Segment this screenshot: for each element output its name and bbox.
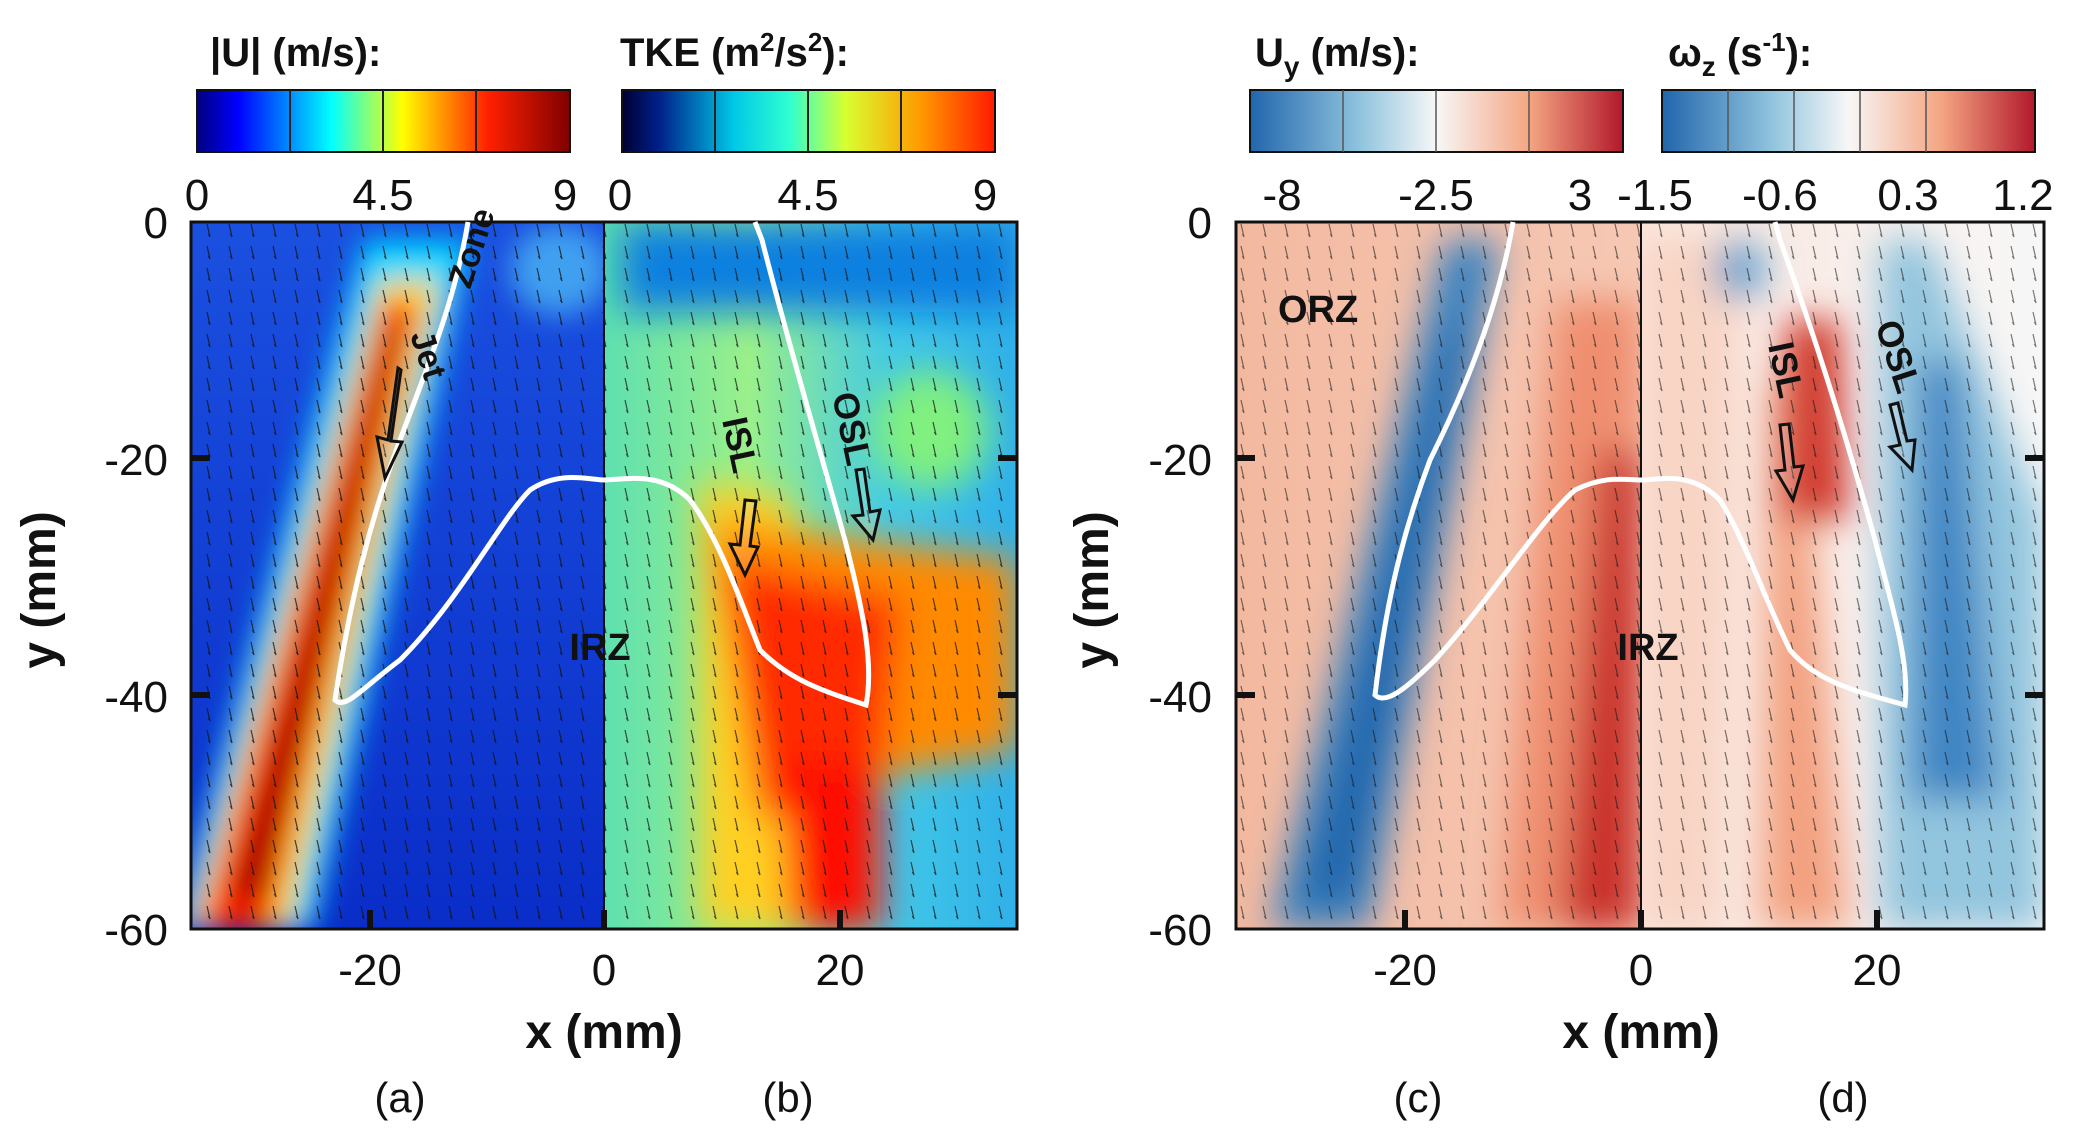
xtick-right-2: 20 — [1853, 946, 1902, 995]
jet-arrow-icon — [375, 365, 405, 483]
colorbar-tke — [621, 89, 996, 153]
colorbar-velocity — [196, 89, 571, 153]
ytick-left-1: -20 — [104, 436, 168, 485]
ytick-left-0: 0 — [144, 199, 168, 248]
colorbar-tke-title: TKE (m2/s2): — [620, 27, 849, 75]
ylabel-left: y (mm) — [13, 511, 66, 668]
label-irz-c: IRZ — [1617, 627, 1678, 669]
ticks-right — [1236, 455, 2044, 929]
panel-b-field — [604, 222, 1017, 929]
ylabel-right: y (mm) — [1066, 511, 1119, 668]
xtick-left-1: 0 — [592, 946, 616, 995]
cb2-tick-2: 9 — [973, 171, 997, 220]
xlabel-right: x (mm) — [1562, 1006, 1719, 1059]
label-orz: ORZ — [1278, 289, 1358, 331]
cb1-tick-0: 0 — [185, 171, 209, 220]
panel-label-b: (b) — [762, 1074, 813, 1121]
cb2-tick-0: 0 — [608, 171, 632, 220]
cb1-tick-2: 9 — [553, 171, 577, 220]
xtick-right-0: -20 — [1373, 946, 1437, 995]
colorbar-uy — [1249, 89, 1624, 153]
cb2-tick-1: 4.5 — [777, 171, 838, 220]
ticks-left — [191, 455, 1017, 929]
panel-a-field — [191, 222, 604, 929]
ytick-right-0: 0 — [1188, 199, 1212, 248]
panel-label-c: (c) — [1394, 1074, 1443, 1121]
ytick-right-2: -40 — [1148, 673, 1212, 722]
cb3-tick-0: -8 — [1262, 171, 1301, 220]
osl-arrow-icon-d — [1887, 401, 1917, 474]
ytick-left-3: -60 — [104, 906, 168, 955]
cb4-tick-3: 1.2 — [1992, 171, 2053, 220]
colorbar-vorticity-title: ωz (s-1): — [1668, 27, 1812, 82]
contour-cd — [1372, 221, 1909, 709]
colorbar-vorticity — [1661, 89, 2036, 153]
panel-d-field — [1641, 222, 2044, 929]
xtick-right-1: 0 — [1629, 946, 1653, 995]
cb3-tick-1: -2.5 — [1398, 171, 1474, 220]
ytick-left-2: -40 — [104, 673, 168, 722]
panel-label-d: (d) — [1817, 1074, 1868, 1121]
colorbar-velocity-title: |U| (m/s): — [210, 31, 381, 75]
cb1-tick-1: 4.5 — [352, 171, 413, 220]
xtick-left-0: -20 — [338, 946, 402, 995]
xtick-left-2: 20 — [816, 946, 865, 995]
cb4-tick-2: 0.3 — [1877, 171, 1938, 220]
ytick-right-1: -20 — [1148, 436, 1212, 485]
ytick-right-3: -60 — [1148, 906, 1212, 955]
xlabel-left: x (mm) — [525, 1006, 682, 1059]
panel-c-field — [1236, 222, 1641, 929]
isl-arrow-icon-d — [1773, 422, 1806, 504]
label-irz-a: IRZ — [569, 627, 630, 669]
cb4-tick-0: -1.5 — [1617, 171, 1693, 220]
contour-ab — [332, 221, 872, 709]
cb3-tick-2: 3 — [1568, 171, 1592, 220]
panel-label-a: (a) — [374, 1074, 425, 1121]
colorbar-uy-title: Uy (m/s): — [1255, 31, 1419, 82]
isl-arrow-icon-b — [727, 498, 761, 579]
osl-arrow-icon-b — [850, 467, 882, 544]
cb4-tick-1: -0.6 — [1742, 171, 1818, 220]
